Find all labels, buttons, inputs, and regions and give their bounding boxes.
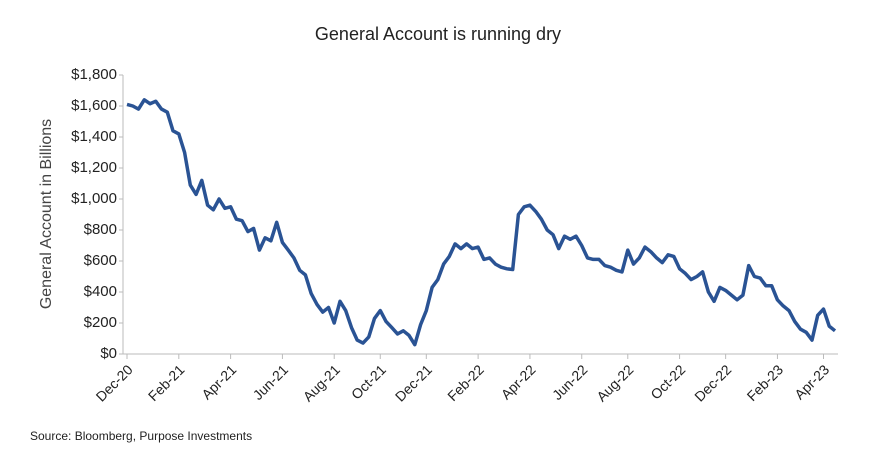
x-tick-label: Feb-22 xyxy=(444,361,487,404)
x-tick-label: Dec-21 xyxy=(392,361,435,404)
x-tick-label: Aug-22 xyxy=(593,361,636,404)
y-tick-label: $800 xyxy=(84,221,117,238)
y-tick-label: $0 xyxy=(100,345,117,362)
y-tick-label: $1,400 xyxy=(71,128,117,145)
x-tick-label: Apr-21 xyxy=(198,361,239,402)
y-tick-label: $200 xyxy=(84,314,117,331)
x-tick-label: Apr-22 xyxy=(498,361,539,402)
x-tick-label: Dec-22 xyxy=(691,361,734,404)
y-tick-label: $600 xyxy=(84,252,117,269)
x-tick-label: Feb-21 xyxy=(145,361,188,404)
y-axis-title: General Account in Billions xyxy=(38,119,55,309)
x-tick-label: Dec-20 xyxy=(93,361,136,404)
source-note: Source: Bloomberg, Purpose Investments xyxy=(30,429,252,443)
x-tick-label: Apr-23 xyxy=(791,361,832,402)
x-tick-label: Jun-21 xyxy=(250,361,292,403)
x-tick-label: Feb-23 xyxy=(743,361,786,404)
y-tick-label: $1,200 xyxy=(71,159,117,176)
x-tick-label: Jun-22 xyxy=(549,361,591,403)
y-tick-label: $1,000 xyxy=(71,190,117,207)
x-tick-label: Oct-22 xyxy=(647,361,688,402)
x-tick-label: Aug-21 xyxy=(300,361,343,404)
y-tick-label: $1,600 xyxy=(71,97,117,114)
line-series xyxy=(126,98,837,347)
chart-title: General Account is running dry xyxy=(315,24,561,44)
x-tick-label: Oct-21 xyxy=(348,361,389,402)
y-tick-label: $400 xyxy=(84,283,117,300)
y-tick-label: $1,800 xyxy=(71,66,117,83)
